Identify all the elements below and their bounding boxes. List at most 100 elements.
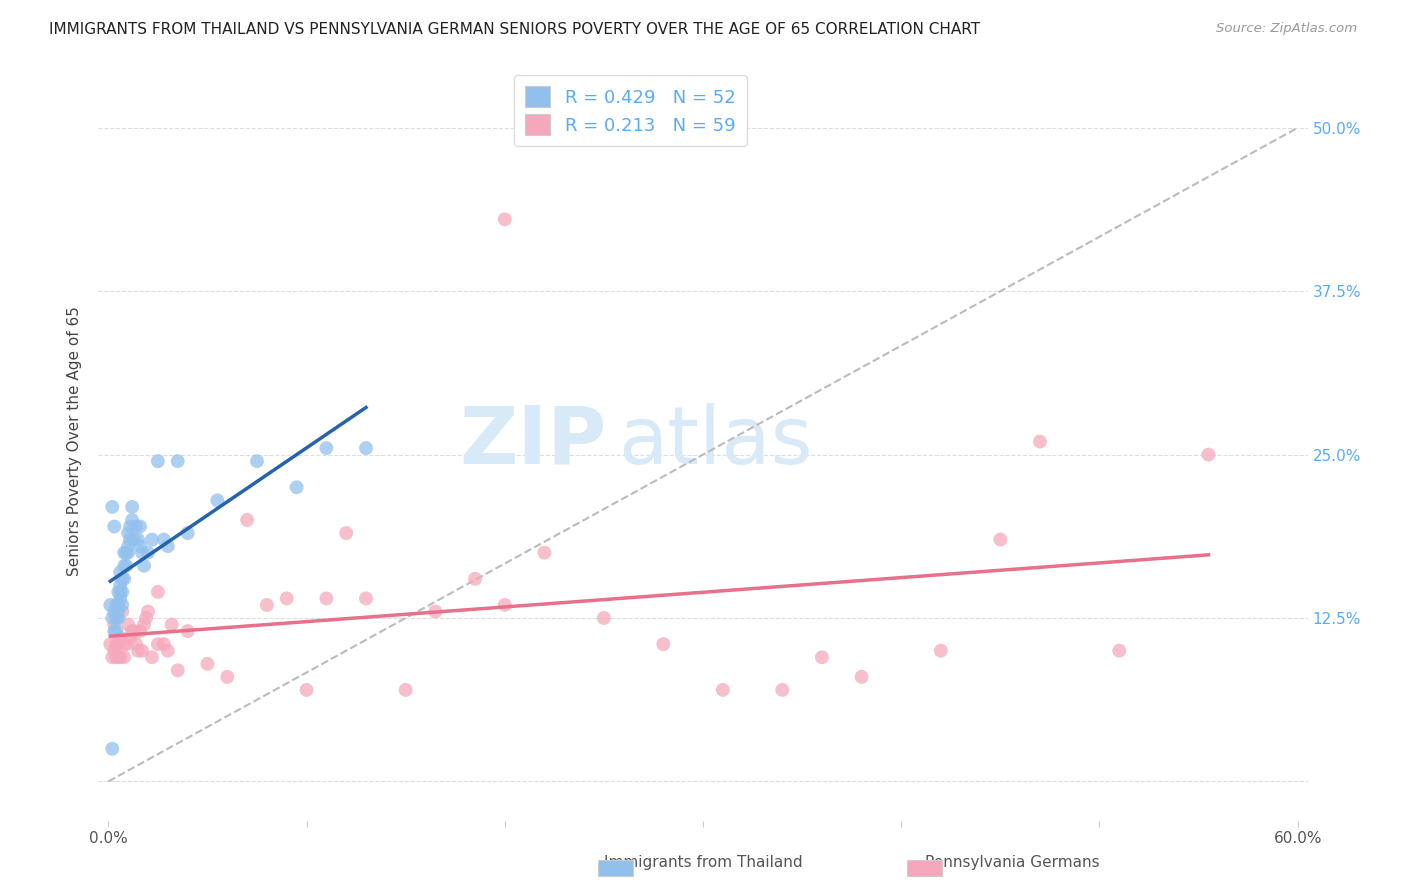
Point xyxy=(112,637,135,651)
Point xyxy=(425,605,447,619)
Point xyxy=(166,454,188,468)
Point xyxy=(129,539,152,553)
Point xyxy=(176,526,198,541)
Point xyxy=(136,605,159,619)
Point xyxy=(120,533,142,547)
Point xyxy=(160,617,183,632)
Point xyxy=(153,637,176,651)
Point xyxy=(121,624,143,639)
Point xyxy=(141,650,163,665)
Point xyxy=(146,637,169,651)
Point xyxy=(132,558,155,573)
Point xyxy=(1029,434,1052,449)
Point xyxy=(107,650,129,665)
Point xyxy=(136,546,159,560)
Point xyxy=(101,611,124,625)
Point xyxy=(115,546,138,560)
Point xyxy=(103,643,125,657)
Point xyxy=(217,670,239,684)
Point xyxy=(315,441,337,455)
Point xyxy=(111,572,134,586)
Point xyxy=(112,650,135,665)
Point xyxy=(335,526,357,541)
Point xyxy=(121,513,143,527)
Point xyxy=(811,650,834,665)
Point xyxy=(315,591,337,606)
Point xyxy=(115,637,138,651)
Legend: R = 0.429   N = 52, R = 0.213   N = 59: R = 0.429 N = 52, R = 0.213 N = 59 xyxy=(515,75,747,146)
Point xyxy=(103,624,125,639)
Point xyxy=(111,605,134,619)
Point xyxy=(533,546,555,560)
Point xyxy=(103,605,125,619)
Text: Immigrants from Thailand: Immigrants from Thailand xyxy=(603,855,803,870)
Point xyxy=(127,533,149,547)
Point xyxy=(354,441,377,455)
Point xyxy=(120,519,142,533)
Point xyxy=(107,605,129,619)
Point xyxy=(146,585,169,599)
Point xyxy=(117,526,139,541)
Point xyxy=(285,480,308,494)
Point xyxy=(101,500,124,514)
Point xyxy=(122,624,145,639)
Point xyxy=(295,682,318,697)
Text: ZIP: ZIP xyxy=(458,402,606,481)
Point xyxy=(125,637,148,651)
Text: Source: ZipAtlas.com: Source: ZipAtlas.com xyxy=(1216,22,1357,36)
Point xyxy=(98,598,121,612)
Point xyxy=(131,546,153,560)
Point xyxy=(141,533,163,547)
Point xyxy=(112,572,135,586)
Point xyxy=(125,519,148,533)
Point xyxy=(107,611,129,625)
Point xyxy=(593,611,616,625)
Point xyxy=(129,624,152,639)
Point xyxy=(132,617,155,632)
Y-axis label: Seniors Poverty Over the Age of 65: Seniors Poverty Over the Age of 65 xyxy=(67,307,83,576)
Point xyxy=(110,650,132,665)
Point xyxy=(111,585,134,599)
Point xyxy=(652,637,675,651)
Point xyxy=(112,546,135,560)
Point xyxy=(129,519,152,533)
Point xyxy=(354,591,377,606)
Point xyxy=(122,533,145,547)
Point xyxy=(207,493,229,508)
Point xyxy=(176,624,198,639)
Point xyxy=(98,637,121,651)
Point xyxy=(105,598,128,612)
Point xyxy=(770,682,793,697)
Point xyxy=(1198,448,1220,462)
Point xyxy=(111,598,134,612)
Point xyxy=(112,558,135,573)
Point xyxy=(156,643,179,657)
Point xyxy=(101,741,124,756)
Point xyxy=(851,670,873,684)
Point xyxy=(120,631,142,645)
Point xyxy=(246,454,269,468)
Point xyxy=(110,591,132,606)
Point xyxy=(464,572,486,586)
Point xyxy=(929,643,952,657)
Point xyxy=(105,637,128,651)
Point xyxy=(131,643,153,657)
Point xyxy=(494,598,516,612)
Point xyxy=(107,637,129,651)
Point xyxy=(153,533,176,547)
Point xyxy=(115,558,138,573)
Point xyxy=(117,546,139,560)
Point xyxy=(103,617,125,632)
Point xyxy=(711,682,734,697)
Point xyxy=(236,513,259,527)
Text: atlas: atlas xyxy=(619,402,813,481)
Point xyxy=(276,591,298,606)
Point xyxy=(127,643,149,657)
Point xyxy=(101,650,124,665)
Point xyxy=(110,578,132,592)
Point xyxy=(105,624,128,639)
Point xyxy=(395,682,418,697)
Point xyxy=(103,519,125,533)
Text: IMMIGRANTS FROM THAILAND VS PENNSYLVANIA GERMAN SENIORS POVERTY OVER THE AGE OF : IMMIGRANTS FROM THAILAND VS PENNSYLVANIA… xyxy=(49,22,980,37)
Point xyxy=(110,631,132,645)
